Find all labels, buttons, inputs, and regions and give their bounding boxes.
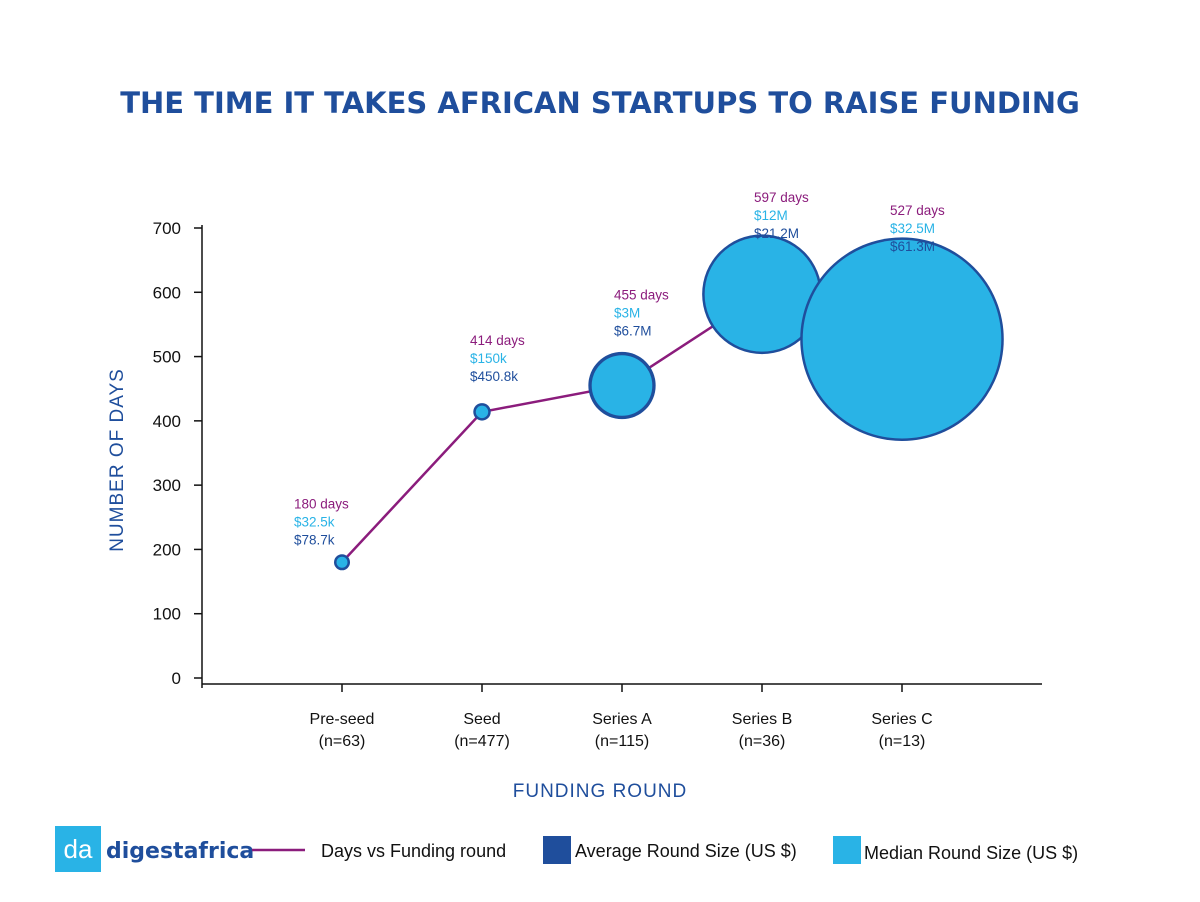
chart-title: THE TIME IT TAKES AFRICAN STARTUPS TO RA… [120, 86, 1080, 120]
median-label: $150k [470, 351, 507, 366]
logo-badge [55, 826, 101, 872]
x-tick-count: (n=115) [595, 733, 649, 750]
y-tick-label: 500 [153, 348, 181, 367]
logo-wordmark: digestafrica [106, 839, 254, 864]
median-round-bubble [591, 355, 653, 416]
x-ticks: Pre-seed (n=63) Seed (n=477) Series A (n=115)… [310, 684, 933, 750]
median-label: $3M [614, 306, 640, 321]
logo: da digestafrica [55, 826, 254, 872]
average-label: $450.8k [470, 369, 518, 384]
data-labels: 180 days $32.5k $78.7k 414 days $150k $450.8k… [294, 190, 945, 547]
average-label: $61.3M [890, 239, 935, 254]
y-tick-label: 600 [153, 283, 181, 302]
x-tick-count: (n=36) [739, 733, 786, 750]
days-label: 180 days [294, 496, 349, 511]
legend-line-label: Days vs Funding round [321, 841, 506, 861]
x-tick-label: Series B [732, 711, 792, 728]
y-tick-label: 0 [172, 669, 181, 688]
y-axis-title: NUMBER OF DAYS [107, 368, 128, 552]
median-label: $32.5k [294, 514, 335, 529]
x-tick-label: Series C [871, 711, 932, 728]
y-tick-label: 400 [153, 412, 181, 431]
x-tick-count: (n=63) [319, 733, 366, 750]
average-label: $6.7M [614, 324, 652, 339]
legend-average-label: Average Round Size (US $) [575, 841, 797, 861]
x-tick-count: (n=477) [454, 733, 510, 750]
median-round-bubble [336, 556, 348, 568]
legend-median-label: Median Round Size (US $) [864, 843, 1078, 863]
x-tick-label: Series A [592, 711, 652, 728]
x-axis-title: FUNDING ROUND [513, 781, 688, 802]
y-tick-label: 100 [153, 605, 181, 624]
x-tick-count: (n=13) [879, 733, 926, 750]
days-label: 597 days [754, 190, 809, 205]
average-label: $78.7k [294, 532, 335, 547]
logo-badge-text: da [64, 834, 93, 864]
y-tick-label: 700 [153, 219, 181, 238]
legend-median-swatch [833, 836, 861, 864]
y-tick-label: 300 [153, 476, 181, 495]
average-label: $21.2M [754, 226, 799, 241]
median-label: $32.5M [890, 221, 935, 236]
days-label: 527 days [890, 203, 945, 218]
median-round-bubble [802, 239, 1002, 439]
y-ticks: 0 100 200 300 400 500 600 700 [153, 219, 202, 688]
x-tick-label: Pre-seed [310, 711, 375, 728]
median-label: $12M [754, 208, 788, 223]
median-round-bubble [475, 405, 489, 419]
bubbles [334, 234, 1004, 571]
days-label: 414 days [470, 333, 525, 348]
median-round-bubble [704, 236, 820, 352]
x-tick-label: Seed [463, 711, 500, 728]
legend-average-swatch [543, 836, 571, 864]
days-label: 455 days [614, 288, 669, 303]
y-tick-label: 200 [153, 540, 181, 559]
